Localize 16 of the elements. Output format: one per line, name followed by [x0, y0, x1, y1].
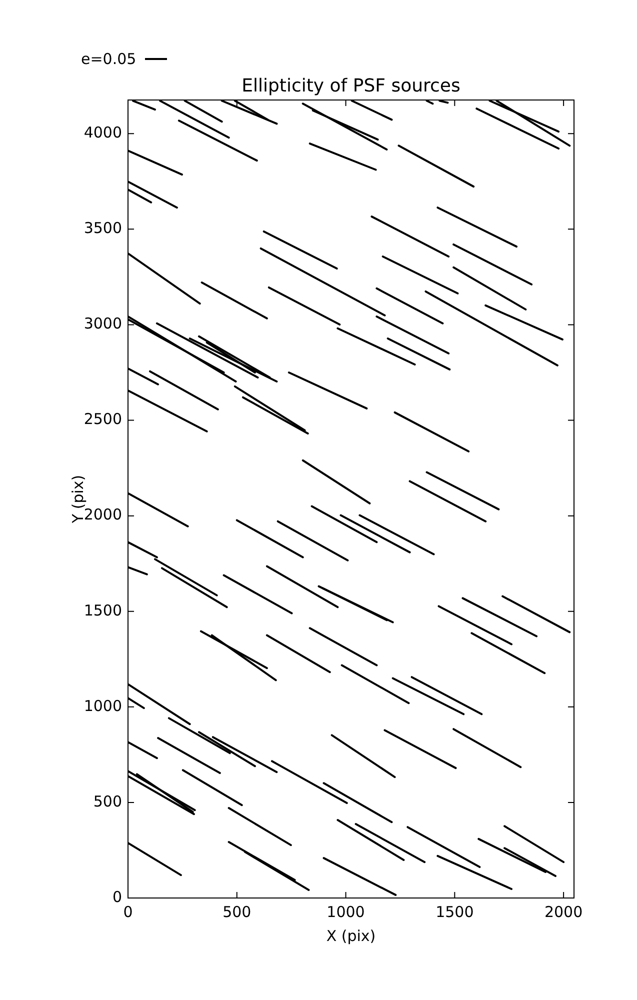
y-tick-label: 0 — [112, 888, 122, 906]
y-tick-label: 1500 — [84, 601, 122, 620]
x-tick-label: 1000 — [326, 902, 365, 921]
x-axis-title: X (pix) — [326, 926, 376, 945]
y-tick-label: 3500 — [84, 219, 122, 238]
x-tick-label: 500 — [222, 902, 252, 921]
y-tick-label: 2500 — [84, 410, 122, 428]
y-tick-label: 500 — [93, 792, 122, 810]
y-tick-label: 2000 — [84, 506, 122, 524]
y-tick-label: 4000 — [84, 124, 122, 142]
text: e=0.05 — [81, 50, 136, 68]
x-tick-label: 2000 — [544, 902, 583, 921]
y-tick-label: 3000 — [84, 314, 122, 333]
x-tick-label: 1500 — [436, 902, 474, 921]
y-tick-label: 1000 — [84, 696, 122, 715]
chart-title: Ellipticity of PSF sources — [242, 76, 460, 97]
